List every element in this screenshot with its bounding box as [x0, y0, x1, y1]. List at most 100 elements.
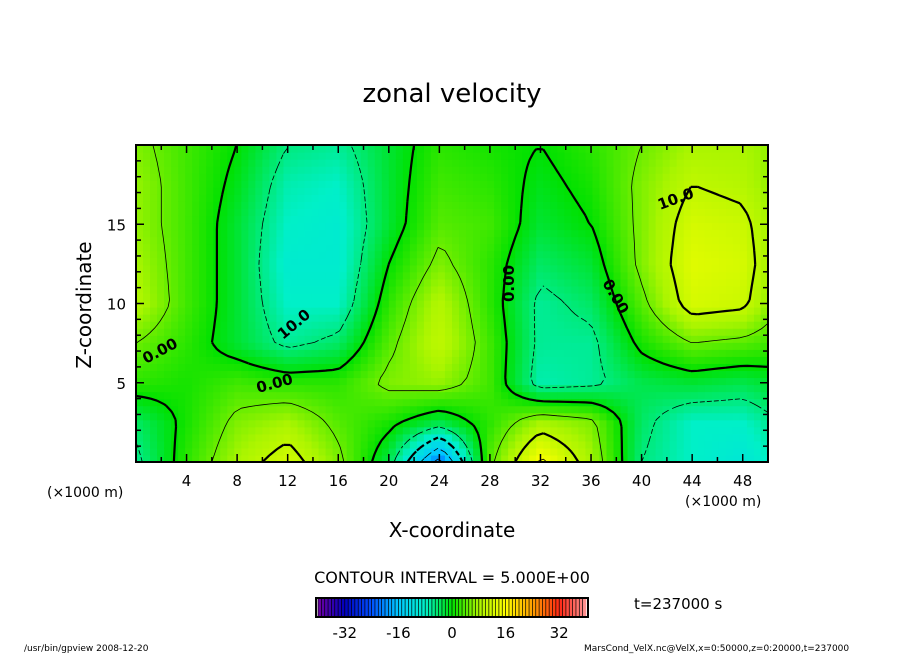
heatmap-cell: [564, 222, 572, 231]
heatmap-cell: [283, 194, 292, 202]
heatmap-cell: [388, 243, 397, 252]
heatmap-cell: [220, 299, 228, 308]
heatmap-cell: [206, 152, 214, 160]
heatmap-cell: [487, 180, 495, 188]
heatmap-cell: [739, 222, 748, 231]
heatmap-cell: [557, 321, 565, 329]
heatmap-cell: [613, 447, 622, 456]
heatmap-cell: [395, 173, 404, 181]
heatmap-cell: [564, 299, 572, 308]
heatmap-cell: [171, 335, 179, 343]
heatmap-cell: [739, 299, 748, 308]
heatmap-cell: [297, 307, 306, 315]
heatmap-cell: [501, 145, 509, 153]
heatmap-cell: [220, 342, 228, 350]
heatmap-cell: [550, 264, 558, 273]
heatmap-cell: [416, 398, 425, 407]
heatmap-cell: [164, 405, 172, 414]
heatmap-cell: [437, 398, 446, 407]
heatmap-cell: [480, 363, 488, 372]
heatmap-cell: [508, 208, 516, 217]
heatmap-cell: [402, 447, 411, 456]
heatmap-cell: [494, 398, 502, 407]
heatmap-cell: [381, 215, 390, 224]
heatmap-cell: [157, 342, 165, 350]
heatmap-cell: [143, 384, 151, 393]
heatmap-cell: [430, 342, 439, 350]
heatmap-cell: [550, 307, 558, 315]
heatmap-cell: [409, 363, 418, 372]
heatmap-cell: [459, 377, 467, 386]
heatmap-cell: [157, 433, 165, 442]
heatmap-cell: [339, 335, 348, 343]
heatmap-cell: [704, 440, 713, 449]
heatmap-cell: [641, 173, 650, 181]
heatmap-cell: [690, 194, 699, 202]
heatmap-cell: [325, 377, 334, 386]
heatmap-cell: [304, 391, 313, 400]
heatmap-cell: [592, 412, 601, 421]
heatmap-cell: [248, 447, 256, 456]
heatmap-cell: [143, 243, 151, 252]
heatmap-cell: [353, 321, 362, 329]
heatmap-cell: [185, 236, 193, 245]
heatmap-cell: [241, 419, 249, 428]
heatmap-cell: [585, 145, 594, 153]
heatmap-cell: [199, 377, 207, 386]
heatmap-cell: [641, 243, 650, 252]
heatmap-cell: [332, 180, 341, 188]
heatmap-cell: [199, 271, 207, 280]
heatmap-cell: [367, 433, 376, 442]
heatmap-cell: [571, 278, 579, 287]
heatmap-cell: [227, 426, 235, 435]
heatmap-cell: [592, 405, 601, 414]
heatmap-cell: [515, 285, 523, 294]
heatmap-cell: [409, 250, 418, 259]
heatmap-cell: [423, 292, 432, 301]
heatmap-cell: [725, 356, 734, 364]
heatmap-cell: [416, 405, 425, 414]
heatmap-cell: [136, 152, 144, 160]
heatmap-cell: [346, 328, 355, 336]
colorbar-cell: [525, 599, 530, 616]
heatmap-cell: [676, 342, 685, 350]
heatmap-cell: [437, 215, 446, 224]
heatmap-cell: [255, 412, 263, 421]
heatmap-cell: [690, 314, 699, 322]
heatmap-cell: [325, 243, 334, 252]
heatmap-cell: [346, 194, 355, 202]
heatmap-cell: [529, 159, 537, 167]
heatmap-cell: [311, 152, 320, 160]
heatmap-cell: [620, 278, 629, 287]
heatmap-cell: [620, 145, 629, 153]
colorbar-cell: [579, 599, 583, 616]
heatmap-cell: [206, 433, 214, 442]
heatmap-cell: [276, 370, 285, 379]
heatmap-cell: [143, 159, 151, 167]
heatmap-cell: [452, 363, 460, 372]
heatmap-cell: [395, 180, 404, 188]
heatmap-cell: [311, 194, 320, 202]
heatmap-cell: [283, 321, 292, 329]
heatmap-cell: [388, 412, 397, 421]
heatmap-cell: [171, 356, 179, 364]
heatmap-cell: [241, 215, 249, 224]
heatmap-cell: [395, 321, 404, 329]
heatmap-cell: [381, 419, 390, 428]
heatmap-cell: [564, 328, 572, 336]
heatmap-cell: [592, 398, 601, 407]
heatmap-cell: [241, 356, 249, 364]
heatmap-cell: [192, 398, 200, 407]
heatmap-cell: [606, 342, 615, 350]
heatmap-cell: [311, 335, 320, 343]
heatmap-cell: [480, 152, 488, 160]
heatmap-cell: [290, 285, 299, 294]
heatmap-cell: [367, 278, 376, 287]
heatmap-cell: [178, 278, 186, 287]
heatmap-cell: [171, 405, 179, 414]
heatmap-cell: [206, 292, 214, 301]
heatmap-cell: [402, 236, 411, 245]
heatmap-cell: [164, 271, 172, 280]
heatmap-cell: [325, 152, 334, 160]
heatmap-cell: [143, 152, 151, 160]
